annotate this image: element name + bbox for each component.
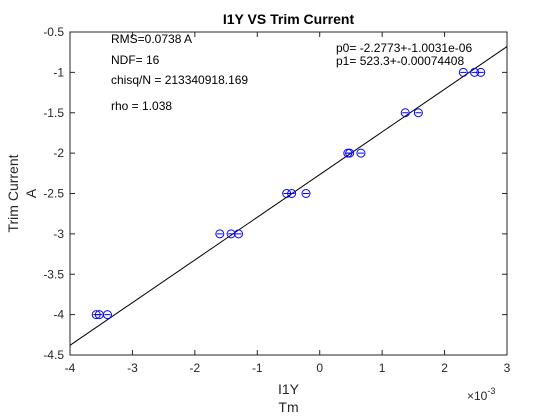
data-point-marker <box>226 229 236 239</box>
y-tick-label: -4 <box>53 308 64 322</box>
x-axis-exponent-base: ×10 <box>467 389 488 403</box>
y-tick-label: -1.5 <box>43 106 64 120</box>
data-point-marker <box>476 67 486 77</box>
y-tick-label: -2 <box>53 146 64 160</box>
data-point <box>226 229 236 239</box>
data-point-marker <box>102 310 112 320</box>
data-point <box>215 229 225 239</box>
data-point <box>413 108 423 118</box>
x-axis-unit: Tm <box>278 399 298 415</box>
x-tick-label: 2 <box>441 361 448 375</box>
data-point-marker <box>413 108 423 118</box>
data-point <box>458 67 468 77</box>
annotation-p0: p0= -2.2773+-1.0031e-06 <box>336 41 472 55</box>
data-point <box>356 148 366 158</box>
annotation-chisq: chisq/N = 213340918.169 <box>111 73 248 87</box>
annotation-rho: rho = 1.038 <box>111 99 172 113</box>
annotation-ndf: NDF= 16 <box>111 53 160 67</box>
y-tick-label: -1 <box>53 65 64 79</box>
data-point <box>234 229 244 239</box>
data-point-marker <box>301 189 311 198</box>
x-axis-exponent-power: -3 <box>487 386 495 396</box>
x-axis-label: I1Y <box>278 381 300 397</box>
data-point-marker <box>215 229 225 239</box>
x-tick-label: -2 <box>190 361 201 375</box>
data-point-marker <box>345 148 355 158</box>
annotation-p1: p1= 523.3+-0.00074408 <box>336 54 464 68</box>
annotation-rms: RMS=0.0738 A <box>111 32 192 46</box>
data-point <box>345 148 355 158</box>
y-axis-unit: A <box>23 188 39 198</box>
x-tick-label: -3 <box>127 361 138 375</box>
data-point <box>301 189 311 198</box>
data-point-marker <box>356 148 366 158</box>
data-point-marker <box>287 189 297 198</box>
tick-group: -4 -3 -2 -1 0 1 2 3-4.5-4-3.5-3-2.5-2-1.5-1-0.5 <box>43 25 510 375</box>
data-point-marker <box>400 108 410 118</box>
y-tick-label: -2.5 <box>43 187 64 201</box>
x-axis-exponent: ×10-3 <box>467 386 495 403</box>
y-tick-label: -4.5 <box>43 348 64 362</box>
x-tick-label: -1 <box>252 361 263 375</box>
data-points-group <box>91 67 486 320</box>
x-tick-label: 1 <box>379 361 386 375</box>
data-point <box>287 189 297 198</box>
y-tick-label: -3.5 <box>43 267 64 281</box>
x-tick-label: -4 <box>65 361 76 375</box>
chart-title: I1Y VS Trim Current <box>223 11 355 27</box>
data-point-marker <box>458 67 468 77</box>
y-tick-label: -3 <box>53 227 64 241</box>
data-point <box>102 310 112 320</box>
y-axis-label: Trim Current <box>5 154 21 232</box>
x-tick-label: 0 <box>316 361 323 375</box>
x-tick-label: 3 <box>504 361 511 375</box>
y-tick-label: -0.5 <box>43 25 64 39</box>
data-point <box>400 108 410 118</box>
data-point <box>476 67 486 77</box>
data-point-marker <box>234 229 244 239</box>
